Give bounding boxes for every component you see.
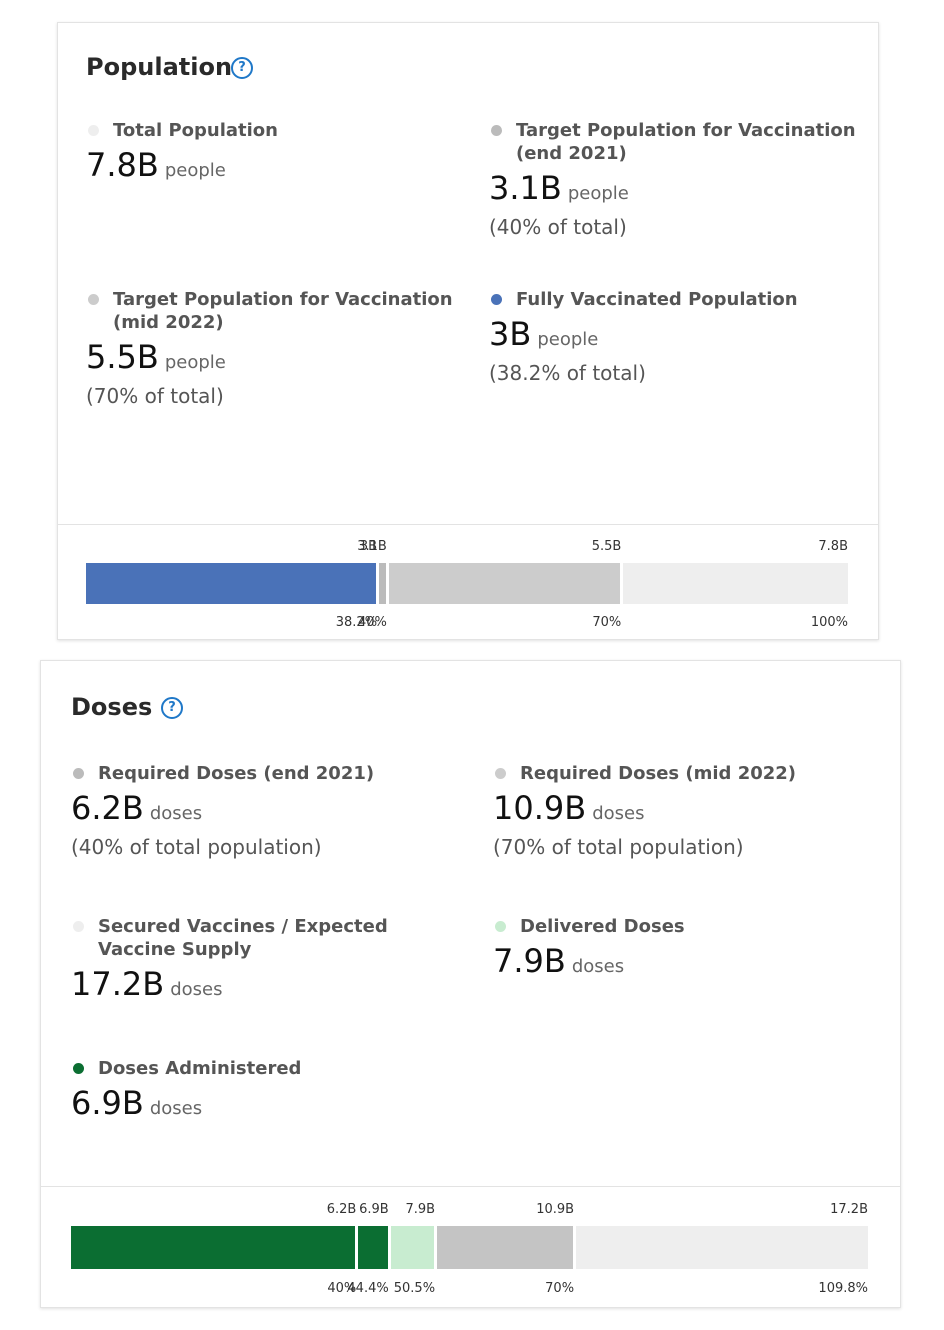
legend-dot [495,768,506,779]
bar-segment [388,563,624,604]
bar-segment [358,1226,391,1269]
stat-value: 10.9B [493,789,587,827]
legend-dot [73,768,84,779]
bar-bottom-label: 109.8% [818,1281,868,1296]
doses-card: Doses ? Required Doses (end 2021) 6.2B do… [40,660,901,1308]
doses-progress-bar [71,1226,868,1269]
question-circle-icon[interactable]: ? [231,57,253,79]
bar-bottom-label: 40% [357,615,387,630]
bar-top-label: 7.9B [405,1202,436,1217]
stat-value: 6.9B [71,1084,144,1122]
stat-unit: doses [149,803,203,824]
legend-dot [73,1063,84,1074]
bar-bottom-label: 70% [592,615,622,630]
bar-bottom-label: 100% [810,615,848,630]
stat-value: 5.5B [86,338,159,376]
population-title: Population [86,53,233,81]
stat-note: (70% of total) [86,384,224,408]
stat-value: 3.1B [489,169,562,207]
stat-label: Fully Vaccinated Population [516,289,798,310]
stat-target-end-2021: Target Population for Vaccination (end 2… [489,119,859,239]
stat-value: 7.9B [493,942,566,980]
population-card: Population ? Total Population 7.8B people… [57,22,879,640]
bar-segment [379,563,389,604]
bar-top-label: 3B [359,539,378,554]
legend-dot [495,921,506,932]
bar-top-label: 17.2B [830,1202,868,1217]
stat-unit: people [567,183,629,204]
bar-bottom-label: 44.4% [347,1281,389,1296]
bar-segment [623,563,848,604]
bar-bottom-label: 40% [327,1281,357,1296]
stat-total-population: Total Population 7.8B people [86,119,456,184]
stat-label: Target Population for Vaccination (end 2… [516,120,856,164]
stat-label: Total Population [113,120,278,141]
legend-dot [88,125,99,136]
stat-unit: doses [571,956,625,977]
stat-note: (38.2% of total) [489,361,646,385]
stat-label: Secured Vaccines / Expected Vaccine Supp… [98,916,388,960]
stat-required-mid-2022: Required Doses (mid 2022) 10.9B doses (70… [493,762,863,859]
bar-bottom-label: 50.5% [393,1281,436,1296]
stat-note: (40% of total) [489,215,627,239]
stat-unit: people [537,329,599,350]
bar-bottom-label: 38.2% [335,615,378,630]
legend-dot [88,294,99,305]
legend-dot [73,921,84,932]
bar-segment [390,1226,438,1269]
bar-top-label: 7.8B [818,539,848,554]
stat-label: Delivered Doses [520,916,685,937]
stat-fully-vaccinated: Fully Vaccinated Population 3B people (38… [489,288,859,385]
stat-label: Target Population for Vaccination (mid 2… [113,289,453,333]
stat-unit: doses [149,1098,203,1119]
stat-required-end-2021: Required Doses (end 2021) 6.2B doses (40%… [71,762,441,859]
bar-segment [86,563,380,604]
stat-note: (40% of total population) [71,835,322,859]
bar-top-label: 5.5B [591,539,622,554]
population-progress-bar [86,563,848,604]
bar-segment [576,1226,868,1269]
bar-bottom-label: 70% [545,1281,575,1296]
stat-secured-vaccines: Secured Vaccines / Expected Vaccine Supp… [71,915,441,1003]
stat-label: Required Doses (end 2021) [98,763,375,784]
stat-label: Doses Administered [98,1058,302,1079]
stat-unit: doses [592,803,645,824]
bar-top-label: 10.9B [536,1202,575,1217]
legend-dot [491,294,502,305]
legend-dot [491,125,502,136]
divider [41,1186,900,1187]
stat-delivered-doses: Delivered Doses 7.9B doses [493,915,863,980]
stat-value: 6.2B [71,789,144,827]
stat-unit: doses [170,979,223,1000]
bar-top-label: 3.1B [357,539,387,554]
stat-doses-administered: Doses Administered 6.9B doses [71,1057,441,1122]
bar-segment [437,1226,577,1269]
divider [58,524,878,525]
stat-value: 7.8B [86,146,159,184]
bar-top-label: 6.2B [326,1202,357,1217]
question-circle-icon[interactable]: ? [161,697,183,719]
stat-value: 17.2B [71,965,165,1003]
stat-target-mid-2022: Target Population for Vaccination (mid 2… [86,288,456,408]
bar-top-label: 6.9B [359,1202,389,1217]
stat-unit: people [164,160,226,181]
stat-unit: people [164,352,226,373]
stat-label: Required Doses (mid 2022) [520,763,797,784]
stat-note: (70% of total population) [493,835,744,859]
stat-value: 3B [489,315,532,353]
doses-title: Doses [71,693,153,721]
bar-segment [71,1226,359,1269]
